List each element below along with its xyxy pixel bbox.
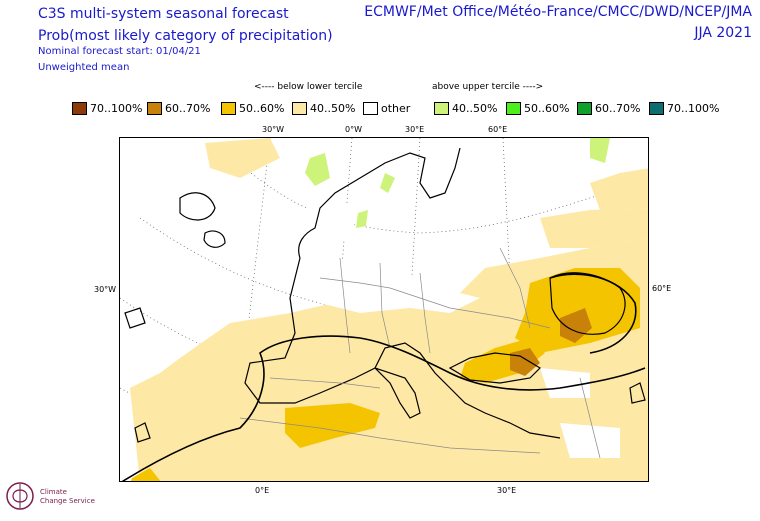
lon-label-top: 30°E [405,125,425,134]
country-borders [239,247,601,459]
title-line-1: C3S multi-system seasonal forecast [38,6,289,22]
legend-swatch [363,102,378,115]
legend-swatch [506,102,521,115]
lon-label-bottom: 30°E [497,486,517,495]
legend-label: 70..100% [90,102,143,115]
lon-label-top: 0°W [345,125,362,134]
above-tercile-label: above upper tercile ----> [432,82,544,92]
copernicus-logo: Climate Change Service [4,476,114,518]
below-tercile-label: <---- below lower tercile [254,82,363,92]
lon-label-bottom: 0°E [255,486,270,495]
centres-text: ECMWF/Met Office/Météo-France/CMCC/DWD/N… [364,4,752,20]
legend-swatch [577,102,592,115]
legend-label: other [381,102,411,115]
nominal-start-text: Nominal forecast start: 01/04/21 [38,46,201,57]
prob-other-areas [290,198,620,458]
legend-swatch [72,102,87,115]
legend-label: 60..70% [165,102,211,115]
legend-label: 70..100% [667,102,720,115]
prob-above-40-50-areas [305,138,610,228]
mean-type-text: Unweighted mean [38,62,130,73]
legend-label: 50..60% [239,102,285,115]
prob-below-60-70-areas [510,308,592,376]
legend-label: 60..70% [595,102,641,115]
legend-swatch [147,102,162,115]
lon-label-top: 60°E [488,125,508,134]
legend-swatch [649,102,664,115]
map-canvas [120,138,648,481]
lat-label-left: 30°W [94,285,117,294]
lon-label-top: 30°W [262,125,285,134]
season-text: JJA 2021 [694,25,752,41]
logo-line-2: Change Service [40,497,95,505]
logo-line-1: Climate [40,488,67,496]
climate-logo-icon [6,482,34,510]
prob-below-50-60-areas [130,268,640,481]
legend-label: 50..60% [524,102,570,115]
lat-label-right: 60°E [652,284,672,293]
legend-swatch [292,102,307,115]
title-line-2: Prob(most likely category of precipitati… [38,28,333,44]
region-outlines [121,273,646,481]
legend-swatch [434,102,449,115]
forecast-map [119,137,649,482]
legend-swatch [221,102,236,115]
coastlines [124,147,646,443]
legend-label: 40..50% [452,102,498,115]
legend-label: 40..50% [310,102,356,115]
